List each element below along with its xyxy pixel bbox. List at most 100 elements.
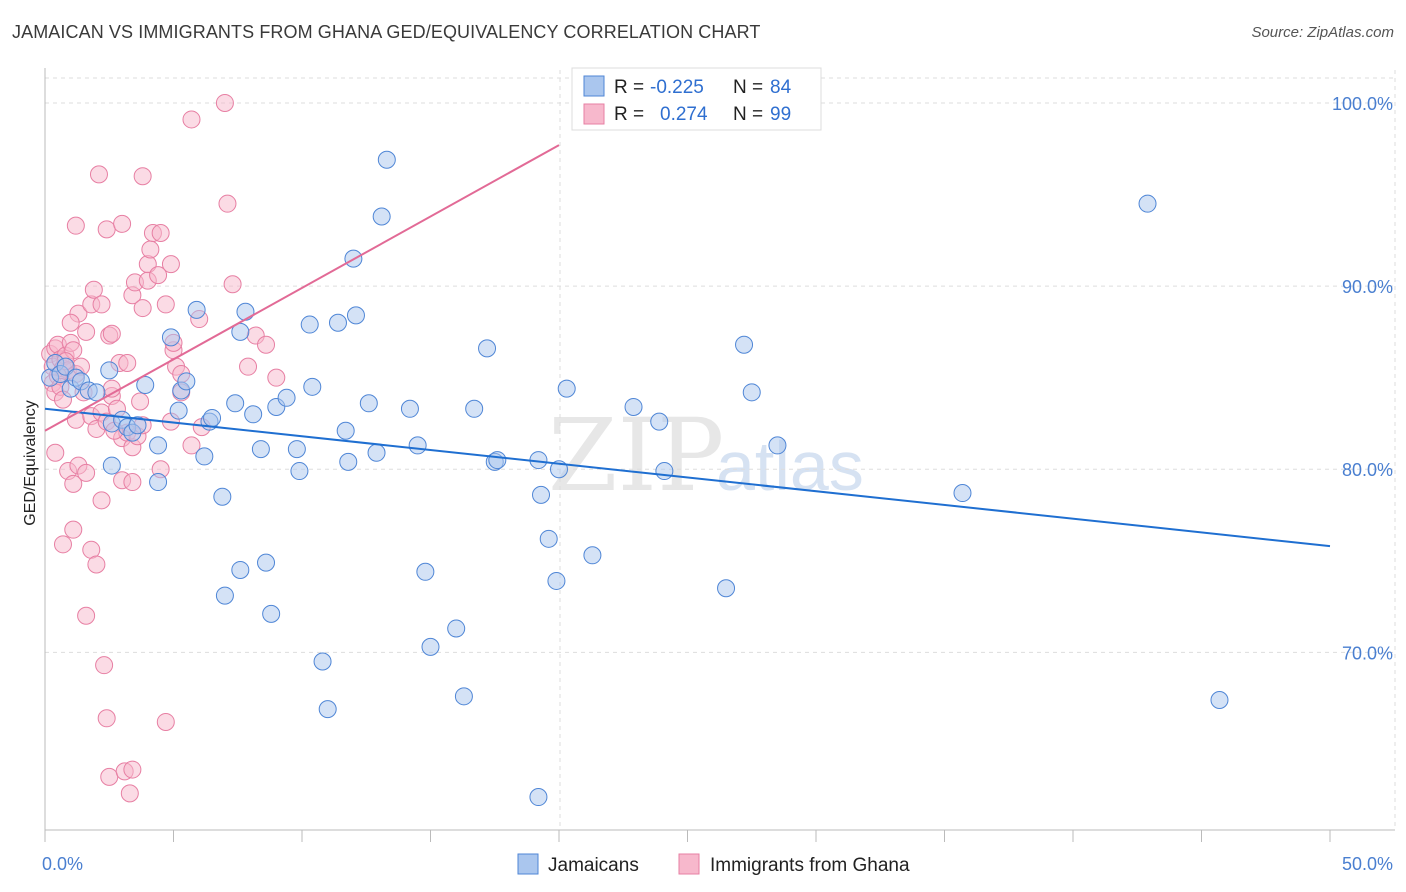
ghana-point — [100, 767, 119, 786]
chart-title: JAMAICAN VS IMMIGRANTS FROM GHANA GED/EQ… — [12, 22, 761, 42]
ghana-point — [151, 223, 170, 242]
jamaican-point — [1210, 690, 1229, 709]
ghana-point — [156, 712, 175, 731]
ghana-point — [97, 220, 116, 239]
jamaican-point — [583, 546, 602, 565]
jamaican-point — [203, 408, 222, 427]
ghana-point — [61, 313, 80, 332]
ghana-point — [161, 255, 180, 274]
ghana-point — [53, 535, 72, 554]
y-tick-label: 80.0% — [1342, 460, 1393, 480]
jamaican-point — [367, 443, 386, 462]
y-tick-label: 70.0% — [1342, 643, 1393, 663]
jamaican-point — [100, 361, 119, 380]
legend-r-value-jamaicans: -0.225 — [650, 77, 704, 98]
jamaican-point — [529, 788, 548, 807]
jamaican-point — [313, 652, 332, 671]
jamaican-point — [359, 394, 378, 413]
ghana-point — [89, 165, 108, 184]
jamaican-point — [421, 637, 440, 656]
jamaican-point — [169, 401, 188, 420]
jamaican-point — [488, 451, 507, 470]
trend-lines — [44, 144, 1331, 548]
ghana-point — [239, 357, 258, 376]
jamaican-point — [300, 315, 319, 334]
ghana-trend-line — [44, 144, 560, 432]
jamaican-point — [149, 473, 168, 492]
legend-swatch-jamaicans — [583, 75, 605, 97]
jamaican-point — [372, 207, 391, 226]
jamaican-point — [149, 436, 168, 455]
jamaican-point — [717, 579, 736, 598]
ghana-point — [133, 299, 152, 318]
jamaican-point — [624, 397, 643, 416]
jamaican-point — [128, 416, 147, 435]
x-tick-label-max: 50.0% — [1342, 854, 1393, 874]
watermark-zip: ZIP — [548, 397, 724, 514]
jamaican-point — [318, 700, 337, 719]
bottom-legend-label-jamaicans[interactable]: Jamaicans — [548, 855, 639, 876]
jamaican-point — [290, 462, 309, 481]
legend-r-label-jamaicans: R = — [614, 77, 644, 98]
jamaican-point — [231, 322, 250, 341]
ghana-point — [131, 392, 150, 411]
ghana-point — [113, 214, 132, 233]
jamaican-point — [768, 436, 787, 455]
ghana-point — [118, 354, 137, 373]
jamaican-point — [102, 456, 121, 475]
jamaican-point — [408, 436, 427, 455]
y-tick-label: 100.0% — [1332, 94, 1393, 114]
watermark-atlas: atlas — [716, 427, 864, 505]
ghana-point — [133, 167, 152, 186]
ghana-point — [215, 93, 234, 112]
ghana-point — [267, 368, 286, 387]
jamaican-point — [447, 619, 466, 638]
jamaican-point — [735, 335, 754, 354]
jamaican-point — [1138, 194, 1157, 213]
axes — [44, 68, 1395, 842]
jamaican-point — [177, 372, 196, 391]
jamaican-point — [532, 485, 551, 504]
jamaican-point — [454, 687, 473, 706]
jamaican-point — [547, 571, 566, 590]
ghana-point — [84, 280, 103, 299]
ghana-point — [123, 473, 142, 492]
jamaican-point — [187, 300, 206, 319]
ghana-points — [41, 93, 597, 803]
y-tick-label: 90.0% — [1342, 277, 1393, 297]
watermark: ZIP atlas — [548, 397, 864, 514]
ghana-point — [66, 216, 85, 235]
bottom-legend-swatch-ghana[interactable] — [678, 853, 700, 875]
ghana-point — [87, 555, 106, 574]
jamaican-point — [251, 440, 270, 459]
x-tick-label-min: 0.0% — [42, 854, 83, 874]
ghana-point — [77, 463, 96, 482]
jamaican-point — [262, 604, 281, 623]
jamaican-point — [478, 339, 497, 358]
bottom-legend-swatch-jamaicans[interactable] — [517, 853, 539, 875]
jamaican-point — [226, 394, 245, 413]
jamaican-point — [231, 560, 250, 579]
jamaican-point — [277, 388, 296, 407]
legend-n-label-ghana: N = — [733, 104, 763, 125]
jamaican-point — [213, 487, 232, 506]
jamaican-point — [416, 562, 435, 581]
jamaican-point — [328, 313, 347, 332]
ghana-point — [46, 443, 65, 462]
jamaican-point — [346, 306, 365, 325]
ghana-point — [92, 491, 111, 510]
tick-labels: 70.0% 80.0% 90.0% 100.0% 0.0% 50.0% — [42, 94, 1393, 874]
jamaican-point — [136, 375, 155, 394]
ghana-point — [92, 295, 111, 314]
jamaican-point — [539, 529, 558, 548]
jamaican-point — [336, 421, 355, 440]
jamaican-point — [377, 150, 396, 169]
legend-n-label-jamaicans: N = — [733, 77, 763, 98]
ghana-point — [218, 194, 237, 213]
bottom-legend-label-ghana[interactable]: Immigrants from Ghana — [710, 855, 910, 876]
legend-n-value-ghana: 99 — [770, 104, 791, 125]
ghana-point — [77, 606, 96, 625]
ghana-point — [95, 656, 114, 675]
legend-r-label-ghana: R = — [614, 104, 644, 125]
